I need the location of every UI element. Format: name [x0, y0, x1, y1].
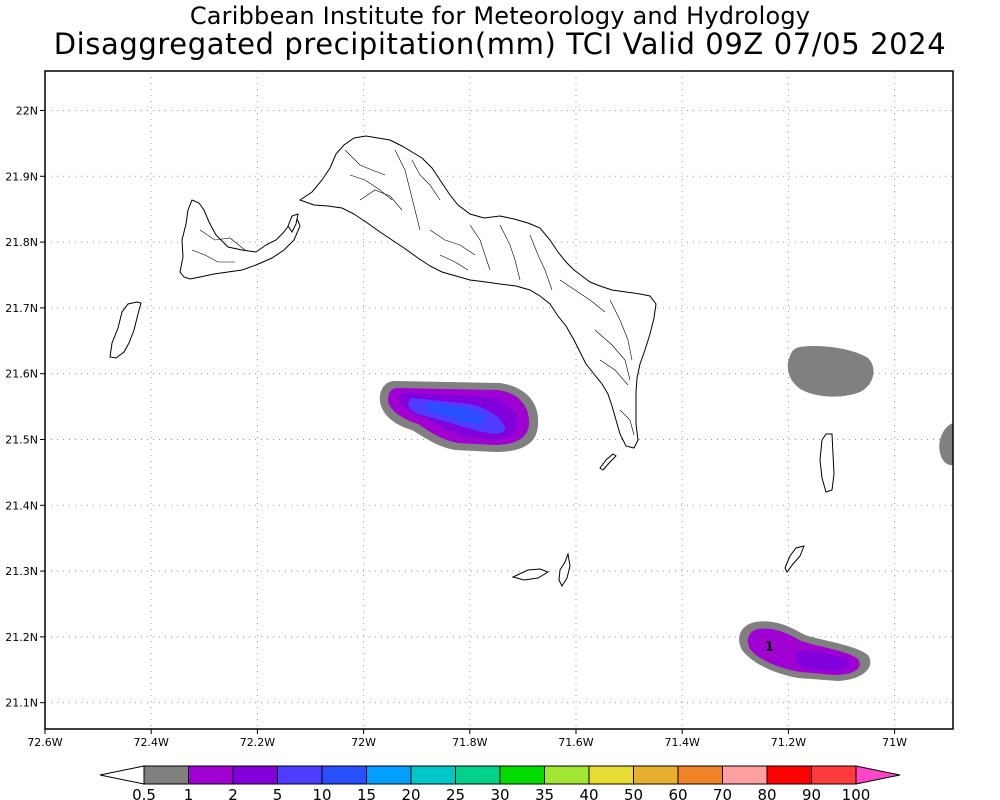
colorbar-label: 50	[624, 786, 643, 800]
colorbar-swatch	[677, 765, 723, 785]
colorbar-swatch	[544, 765, 590, 785]
island-providenciales	[179, 199, 301, 280]
colorbar-label: 1	[184, 786, 194, 800]
colorbar-swatch	[766, 765, 812, 785]
longitude-labels: 72.6W 72.4W 72.2W 72W 71.8W 71.6W 71.4W 71.2W 71…	[27, 736, 907, 749]
lon-tick-label: 72.4W	[134, 736, 169, 749]
colorbar-swatch	[232, 765, 278, 785]
colorbar-label: 35	[535, 786, 554, 800]
lat-tick-label: 22N	[16, 104, 38, 117]
colorbar-label: 15	[357, 786, 376, 800]
precip-area-central-core	[425, 403, 486, 425]
lon-tick-label: 71W	[882, 736, 907, 749]
island-small-4	[784, 545, 805, 573]
island-small-1	[511, 568, 550, 581]
island-small-2	[558, 552, 571, 588]
lon-tick-label: 71.8W	[452, 736, 487, 749]
lat-tick-label: 21.1N	[5, 697, 38, 710]
colorbar-swatch	[722, 765, 768, 785]
colorbar-label: 90	[802, 786, 821, 800]
colorbar-swatch	[588, 765, 634, 785]
lat-tick-label: 21.8N	[5, 236, 38, 249]
colorbar-label: 40	[579, 786, 598, 800]
colorbar-swatch	[410, 765, 456, 785]
colorbar-swatch	[277, 765, 323, 785]
colorbar-label: 60	[668, 786, 687, 800]
lon-tick-label: 71.6W	[558, 736, 593, 749]
lat-tick-label: 21.6N	[5, 368, 38, 381]
cell-annotation: 1	[765, 640, 774, 655]
colorbar	[99, 765, 901, 785]
precip-fields	[379, 346, 953, 681]
lon-tick-label: 71.2W	[771, 736, 806, 749]
precip-area-east-edge-grey	[939, 423, 953, 466]
map-frame	[44, 70, 954, 730]
lon-tick-label: 72.6W	[27, 736, 62, 749]
lon-tick-label: 72W	[351, 736, 376, 749]
district-boundaries	[191, 149, 635, 436]
precip-area-northeast-grey	[787, 346, 874, 397]
institute-title: Caribbean Institute for Meteorology and …	[189, 2, 811, 30]
colorbar-min-triangle	[99, 765, 145, 785]
coastlines	[109, 135, 835, 588]
colorbar-swatch	[143, 765, 189, 785]
lat-tick-label: 21.5N	[5, 433, 38, 446]
island-west-caicos	[109, 301, 142, 359]
lat-tick-label: 21.2N	[5, 631, 38, 644]
island-small-6	[287, 213, 299, 233]
lon-tick-label: 71.4W	[665, 736, 700, 749]
colorbar-label: 25	[446, 786, 465, 800]
colorbar-label: 70	[713, 786, 732, 800]
precip-area-southeast-violet	[795, 651, 851, 671]
colorbar-label: 100	[842, 786, 871, 800]
lon-tick-label: 72.2W	[240, 736, 275, 749]
colorbar-swatch	[455, 765, 501, 785]
colorbar-swatch	[188, 765, 234, 785]
colorbar-label: 10	[312, 786, 331, 800]
colorbar-label: 5	[273, 786, 283, 800]
colorbar-max-triangle	[855, 765, 901, 785]
island-small-5	[599, 453, 617, 471]
lat-tick-label: 21.3N	[5, 565, 38, 578]
colorbar-label: 30	[490, 786, 509, 800]
chart-title: Disaggregated precipitation(mm) TCI Vali…	[53, 27, 947, 61]
colorbar-label: 0.5	[132, 786, 156, 800]
colorbar-swatch	[499, 765, 545, 785]
colorbar-label: 80	[757, 786, 776, 800]
colorbar-swatch	[321, 765, 367, 785]
island-small-3	[819, 433, 835, 493]
island-north-middle-east-caicos	[298, 135, 657, 449]
colorbar-swatch	[811, 765, 857, 785]
lat-tick-label: 21.9N	[5, 170, 38, 183]
axis-ticks	[40, 109, 896, 734]
colorbar-labels: 0.5 1 2 5 10 15 20 25 30 35 40 50 60 70 80 90 100	[132, 786, 870, 800]
lat-tick-label: 21.7N	[5, 302, 38, 315]
colorbar-swatch	[366, 765, 412, 785]
latitude-labels: 22N 21.9N 21.8N 21.7N 21.6N 21.5N 21.4N 21.3N 21…	[5, 104, 38, 709]
colorbar-swatch	[633, 765, 679, 785]
lat-tick-label: 21.4N	[5, 499, 38, 512]
colorbar-label: 2	[228, 786, 238, 800]
colorbar-label: 20	[401, 786, 420, 800]
